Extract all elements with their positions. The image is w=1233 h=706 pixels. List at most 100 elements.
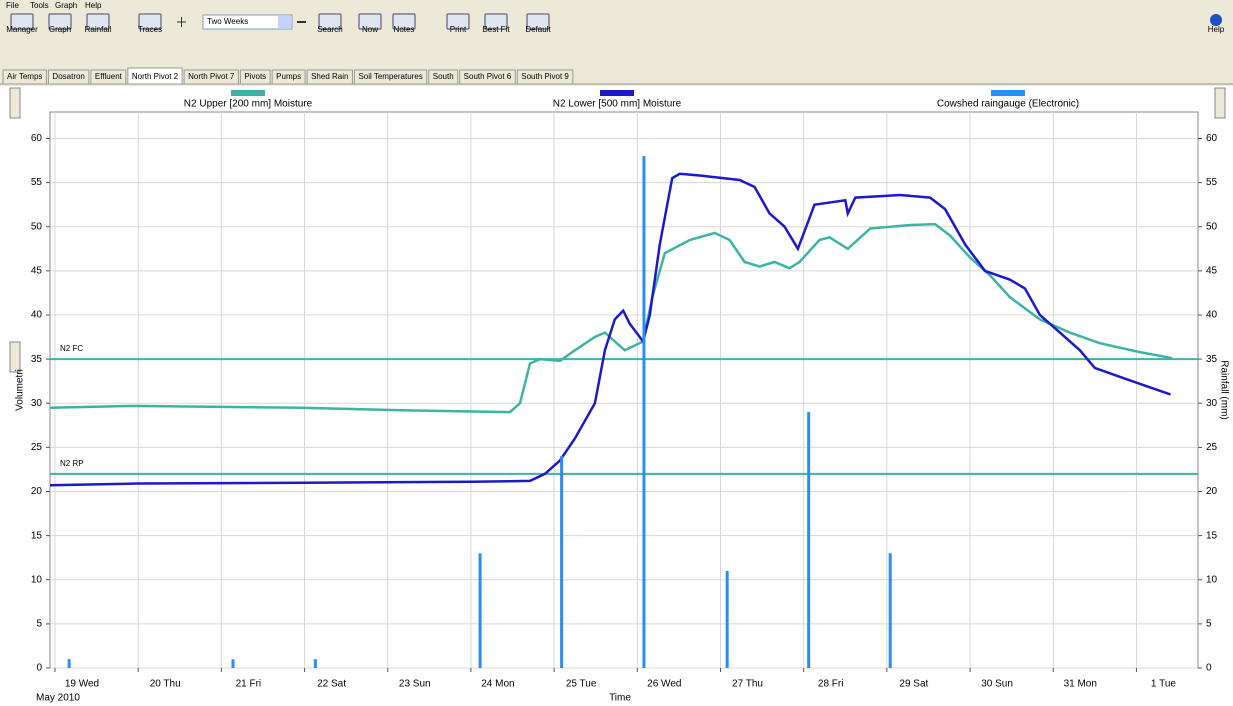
tab-label[interactable]: South — [433, 72, 454, 81]
tab[interactable] — [306, 69, 353, 85]
rain-bar — [560, 456, 564, 668]
y-tick-label: 15 — [31, 530, 43, 541]
toolbar-icon[interactable] — [86, 13, 110, 30]
y-tick-label: 50 — [31, 221, 43, 232]
tab[interactable] — [353, 69, 428, 85]
toolbar-button-label[interactable]: Rainfall — [85, 25, 112, 34]
x-tick-label: 24 Mon — [481, 679, 514, 690]
tab-label[interactable]: Effluent — [95, 72, 123, 81]
y-tick-label: 30 — [31, 398, 43, 409]
scroll-button[interactable] — [1214, 87, 1226, 119]
toolbar-button-label[interactable]: Search — [317, 25, 342, 34]
x-tick-label: 31 Mon — [1064, 679, 1097, 690]
tab[interactable] — [428, 69, 459, 85]
y2-tick-label: 30 — [1206, 398, 1218, 409]
y2-tick-label: 20 — [1206, 486, 1218, 497]
scroll-button[interactable] — [9, 341, 21, 373]
y-tick-label: 25 — [31, 442, 43, 453]
y-tick-label: 45 — [31, 265, 43, 276]
y2-tick-label: 10 — [1206, 574, 1218, 585]
tab-label[interactable]: South Pivot 6 — [464, 72, 512, 81]
x-tick-label: 19 Wed — [65, 679, 99, 690]
scroll-button[interactable] — [9, 87, 21, 119]
menu-item[interactable]: Tools — [30, 1, 49, 10]
x-tick-label: 1 Tue — [1151, 679, 1176, 690]
tab-label[interactable]: Soil Temperatures — [358, 72, 422, 81]
toolbar-icon[interactable] — [526, 13, 550, 30]
tab[interactable] — [516, 69, 574, 85]
x-tick-label: 21 Fri — [236, 679, 262, 690]
x-axis-label: Time — [609, 693, 631, 704]
tab-label[interactable]: North Pivot 2 — [132, 72, 179, 81]
y2-tick-label: 25 — [1206, 442, 1218, 453]
toolbar-button-label[interactable]: Traces — [138, 25, 162, 34]
y-tick-label: 40 — [31, 310, 43, 321]
toolbar-button-label[interactable]: Default — [525, 25, 551, 34]
menu-item[interactable]: File — [6, 1, 19, 10]
rain-bar — [478, 553, 482, 668]
period-value[interactable]: Two Weeks — [207, 17, 248, 26]
x-tick-label: 20 Thu — [150, 679, 181, 690]
toolbar-button-label[interactable]: Print — [450, 25, 467, 34]
y-tick-label: 10 — [31, 574, 43, 585]
toolbar-icon[interactable] — [358, 13, 382, 30]
rain-bar — [642, 156, 646, 668]
tab-label[interactable]: North Pivot 7 — [188, 72, 235, 81]
rain-bar — [313, 659, 317, 668]
x-tick-label: 27 Thu — [732, 679, 763, 690]
x-tick-label: 28 Fri — [818, 679, 844, 690]
x-tick-label: 23 Sun — [399, 679, 431, 690]
help-label[interactable]: Help — [1208, 25, 1225, 34]
tab-label[interactable]: Air Temps — [7, 72, 42, 81]
tab-label[interactable]: Shed Rain — [311, 72, 348, 81]
y2-tick-label: 60 — [1206, 133, 1218, 144]
y2-tick-label: 5 — [1206, 619, 1212, 630]
rain-bar — [231, 659, 235, 668]
toolbar-icon[interactable] — [446, 13, 470, 30]
toolbar-button-label[interactable]: Notes — [394, 25, 415, 34]
toolbar-button-label[interactable]: Manager — [6, 25, 38, 34]
toolbar-icon[interactable] — [318, 13, 342, 30]
tab[interactable] — [183, 69, 239, 85]
y-tick-label: 55 — [31, 177, 43, 188]
toolbar-icon[interactable] — [484, 13, 508, 30]
dropdown-arrow[interactable] — [278, 16, 291, 28]
toolbar-button-label[interactable]: Best Fit — [482, 25, 510, 34]
tab[interactable] — [239, 69, 271, 85]
toolbar-icon[interactable] — [138, 13, 162, 30]
toolbar-button-label[interactable]: Now — [362, 25, 378, 34]
toolbar-button-label[interactable]: Graph — [49, 25, 71, 34]
x-tick-label: 30 Sun — [981, 679, 1013, 690]
legend-swatch — [231, 90, 265, 96]
tab[interactable] — [271, 69, 306, 85]
tab-label[interactable]: Pumps — [276, 72, 301, 81]
toolbar-icon[interactable] — [48, 13, 72, 30]
reference-label: N2 RP — [60, 459, 84, 468]
y2-tick-label: 0 — [1206, 663, 1212, 674]
tab[interactable] — [459, 69, 516, 85]
reference-label: N2 FC — [60, 344, 83, 353]
legend-label: Cowshed raingauge (Electronic) — [937, 99, 1079, 110]
x-tick-label: 22 Sat — [317, 679, 346, 690]
toolbar-icon[interactable] — [10, 13, 34, 30]
y-tick-label: 60 — [31, 133, 43, 144]
rain-bar — [67, 659, 71, 668]
tab-label[interactable]: South Pivot 9 — [521, 72, 569, 81]
tab-label[interactable]: Dosatron — [52, 72, 84, 81]
y2-tick-label: 45 — [1206, 265, 1218, 276]
y2-tick-label: 35 — [1206, 354, 1218, 365]
toolbar-icon[interactable] — [392, 13, 416, 30]
menu-item[interactable]: Help — [85, 1, 102, 10]
moisture-line — [49, 172, 1171, 487]
chart-bg — [0, 86, 1233, 706]
menu-item[interactable]: Graph — [55, 1, 77, 10]
help-icon[interactable] — [1210, 14, 1222, 26]
y2-tick-label: 15 — [1206, 530, 1218, 541]
tab[interactable] — [127, 67, 183, 85]
tab[interactable] — [47, 69, 90, 85]
period-dropdown[interactable] — [202, 14, 293, 30]
tab[interactable] — [90, 69, 127, 85]
tab[interactable] — [2, 69, 47, 85]
tab-label[interactable]: Pivots — [244, 72, 266, 81]
